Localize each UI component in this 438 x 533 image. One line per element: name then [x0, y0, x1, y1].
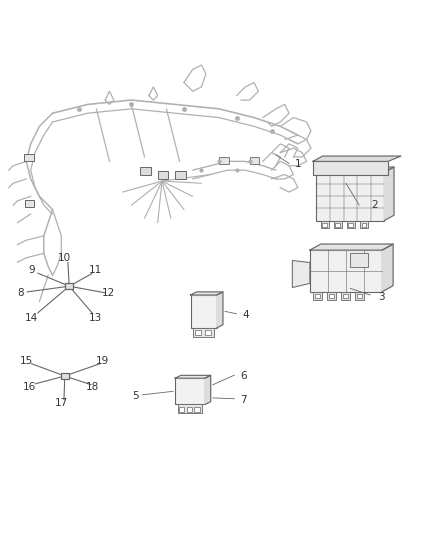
Polygon shape [191, 292, 223, 295]
Text: 10: 10 [58, 253, 71, 263]
Bar [158, 171, 168, 179]
Polygon shape [205, 375, 211, 405]
Bar [316, 172, 385, 221]
Bar [205, 330, 211, 335]
Bar [219, 157, 229, 164]
Bar [175, 378, 205, 405]
Bar [328, 294, 334, 298]
Bar [310, 250, 382, 292]
Text: 1: 1 [294, 159, 301, 168]
Polygon shape [382, 244, 393, 292]
Polygon shape [313, 156, 401, 161]
Text: 3: 3 [378, 292, 385, 302]
Bar [195, 330, 201, 335]
Bar [347, 221, 355, 229]
Bar [187, 407, 192, 412]
Text: 5: 5 [132, 391, 139, 401]
Text: 9: 9 [28, 265, 35, 275]
Text: 19: 19 [96, 356, 110, 366]
Text: 11: 11 [89, 265, 102, 275]
Bar [193, 328, 214, 336]
Bar [350, 253, 368, 266]
Bar [250, 157, 259, 164]
Polygon shape [316, 167, 394, 172]
Polygon shape [293, 261, 310, 287]
Bar [360, 221, 368, 229]
Text: 16: 16 [23, 382, 36, 392]
Bar [362, 223, 366, 227]
Text: 8: 8 [18, 288, 25, 298]
Text: 6: 6 [240, 371, 247, 381]
Polygon shape [175, 375, 211, 378]
Bar [314, 294, 320, 298]
Bar [357, 294, 362, 298]
Polygon shape [310, 244, 393, 250]
Text: 4: 4 [242, 310, 249, 320]
Polygon shape [385, 167, 394, 221]
Text: 7: 7 [240, 394, 247, 405]
Text: 15: 15 [20, 356, 33, 366]
Text: 13: 13 [89, 313, 102, 323]
Bar [178, 405, 202, 413]
Polygon shape [217, 292, 223, 328]
Bar [313, 161, 388, 174]
Bar [314, 292, 322, 300]
Bar [140, 167, 151, 174]
Bar [336, 223, 340, 227]
Text: 17: 17 [55, 398, 68, 408]
Bar [342, 292, 350, 300]
Bar [191, 295, 217, 328]
Bar [328, 292, 336, 300]
Bar [194, 407, 200, 412]
Text: 14: 14 [25, 313, 38, 323]
Bar [356, 292, 364, 300]
Bar [349, 223, 353, 227]
Bar [61, 373, 69, 379]
Text: 2: 2 [371, 200, 378, 210]
Text: 12: 12 [102, 288, 115, 298]
Bar [321, 221, 328, 229]
Bar [175, 171, 186, 179]
Bar [322, 223, 326, 227]
Bar [65, 283, 73, 289]
Bar [334, 221, 342, 229]
Bar [25, 200, 34, 207]
Text: 18: 18 [85, 382, 99, 392]
Bar [179, 407, 184, 412]
Bar [343, 294, 348, 298]
Bar [24, 155, 34, 161]
